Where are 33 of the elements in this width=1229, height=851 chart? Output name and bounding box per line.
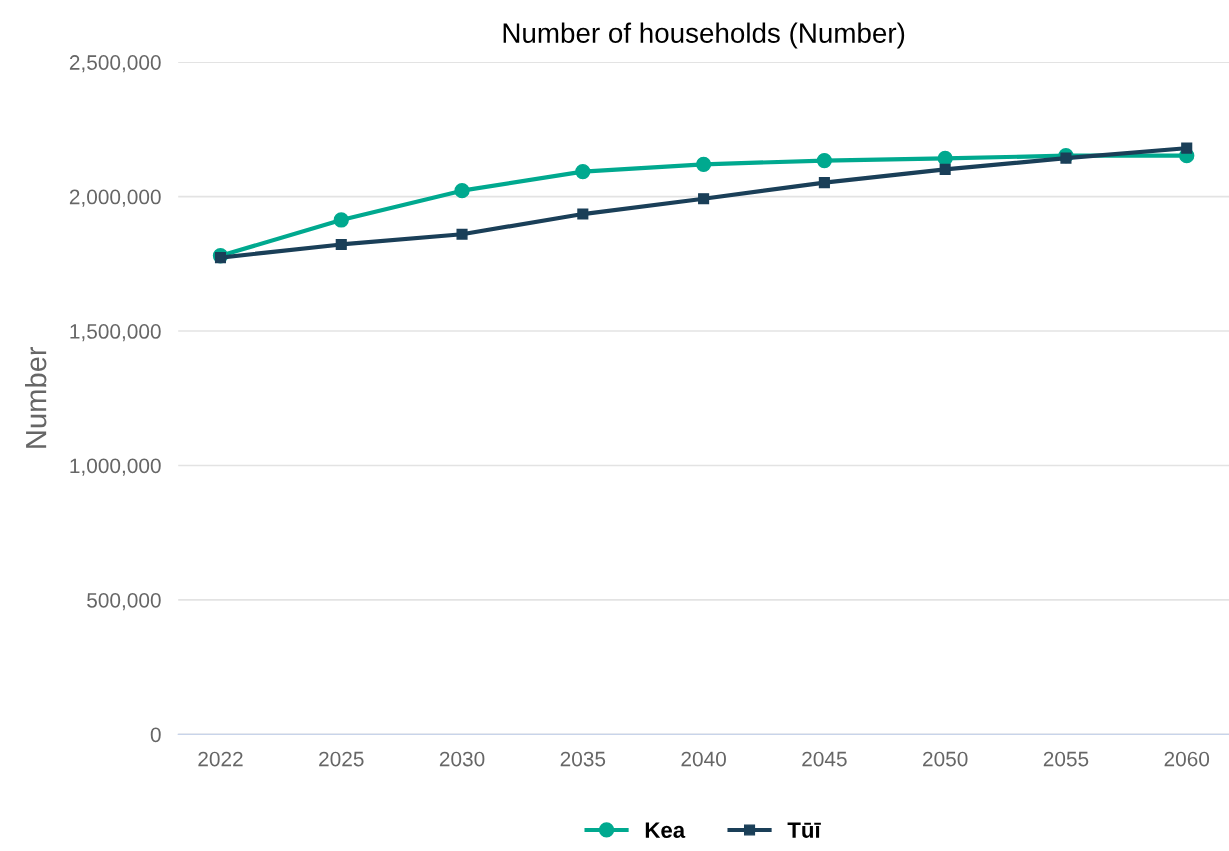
- point: [818, 177, 830, 189]
- x-tick-label: 2040: [681, 751, 726, 767]
- x-tick-label: 2045: [802, 751, 847, 767]
- y-tick-label: 500,000: [87, 592, 161, 611]
- y-tick-label: 2,000,000: [69, 189, 161, 207]
- point: [456, 228, 468, 240]
- point: [695, 156, 712, 172]
- point: [214, 252, 227, 264]
- point: [333, 212, 349, 228]
- chart-title: Number of households (Number): [503, 22, 905, 49]
- point: [575, 163, 591, 180]
- y-tick-label: 2,500,000: [69, 55, 161, 73]
- y-axis-title: Number: [25, 346, 47, 448]
- y-tick-label: 1,000,000: [70, 458, 161, 476]
- point: [335, 238, 347, 251]
- x-tick-label: 2022: [198, 751, 243, 767]
- legend-label: Kea: [645, 822, 686, 838]
- x-tick-label: 2035: [560, 751, 606, 767]
- legend-label: Tūī: [787, 822, 821, 838]
- point: [698, 193, 710, 205]
- x-tick-label: 2060: [1164, 751, 1210, 767]
- x-tick-label: 2025: [319, 751, 364, 767]
- point: [1060, 152, 1072, 164]
- x-tick-label: 2050: [923, 751, 968, 767]
- y-tick-label: 0: [150, 727, 161, 743]
- point: [939, 163, 951, 175]
- y-tick-label: 1,500,000: [70, 324, 161, 342]
- point: [454, 183, 470, 199]
- x-tick-label: 2055: [1043, 751, 1089, 767]
- point: [577, 208, 589, 220]
- point: [1181, 142, 1193, 154]
- x-tick-label: 2030: [439, 751, 485, 767]
- point: [816, 152, 833, 169]
